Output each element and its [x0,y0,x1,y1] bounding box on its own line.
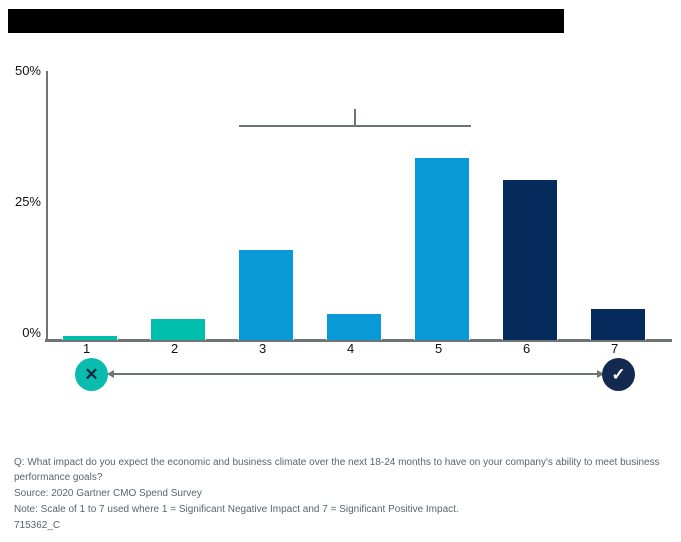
survey-question: Q: What impact do you expect the economi… [14,457,660,483]
y-tick-label: 0% [20,325,43,340]
x-tick-label: 6 [519,342,535,356]
bar [590,308,646,340]
y-tick-label: 25% [12,194,43,209]
annotation-bracket-line [239,125,471,127]
note-line: Note: Scale of 1 to 7 used where 1 = Sig… [14,504,459,515]
bar [502,179,558,340]
y-axis-line [46,71,48,341]
x-axis-line [45,339,672,342]
x-tick-label: 7 [607,342,623,356]
x-tick-label: 4 [343,342,359,356]
footer: Q: What impact do you expect the economi… [14,455,670,533]
negative-impact-x-circle-icon: ✕ [75,358,108,391]
bar [150,318,206,340]
x-tick-label: 5 [431,342,447,356]
bar [326,313,382,340]
x-icon: ✕ [84,364,99,384]
x-tick-label: 1 [79,342,95,356]
check-icon: ✓ [611,364,626,384]
annotation-bracket-tick [354,109,356,126]
arrow-right-icon [597,370,604,378]
x-tick-label: 3 [255,342,271,356]
positive-impact-check-circle-icon: ✓ [602,358,635,391]
bar [62,335,118,340]
x-tick-label: 2 [167,342,183,356]
bar [238,249,294,340]
redacted-title-bar [8,9,564,33]
document-id: 715362_C [14,520,61,531]
y-tick-label: 50% [12,63,43,78]
bar [414,157,470,340]
source-line: Source: 2020 Gartner CMO Spend Survey [14,488,202,499]
scale-arrow-line [113,373,597,375]
arrow-left-icon [107,370,114,378]
